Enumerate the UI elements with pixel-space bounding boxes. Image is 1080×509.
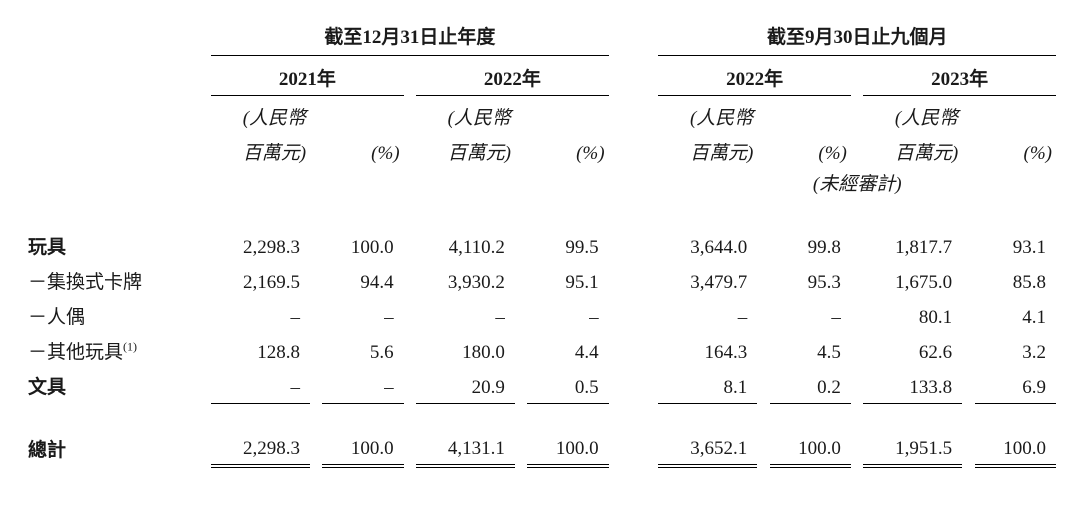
total-p2022: 100.0 [527,431,608,466]
total-vi2022: 3,652.1 [658,431,757,466]
unit-rmb-1d: (人民幣 [863,99,962,134]
total-v2022: 4,131.1 [416,431,515,466]
cards-v2022: 3,930.2 [416,263,515,298]
total-vi2023: 1,951.5 [863,431,962,466]
cards-v2021: 2,169.5 [211,263,310,298]
stationery-v2022: 20.9 [416,368,515,403]
unit-rmb-2b: 百萬元) [416,134,515,169]
unit-rmb-1c: (人民幣 [658,99,757,134]
year-2021-header: 2021年 [211,60,403,96]
figures-vi2023: 80.1 [863,298,962,333]
cards-pi2022: 95.3 [770,263,851,298]
interim-period-header: 截至9月30日止九個月 [658,18,1056,56]
label-other-toys: －其他玩具(1) [24,333,199,368]
unit-rmb-1a: (人民幣 [211,99,310,134]
label-figures: －人偶 [24,298,199,333]
row-figures: －人偶 – – – – – – 80.1 4.1 [24,298,1056,333]
unit-rmb-1b: (人民幣 [416,99,515,134]
othertoys-p2022: 4.4 [527,333,608,368]
toys-vi2022: 3,644.0 [658,228,757,263]
toys-p2022: 99.5 [527,228,608,263]
cards-p2021: 94.4 [322,263,403,298]
stationery-pi2022: 0.2 [770,368,851,403]
interim-2022-header: 2022年 [658,60,850,96]
row-other-toys: －其他玩具(1) 128.8 5.6 180.0 4.4 164.3 4.5 6… [24,333,1056,368]
header-row-unaudited: (未經審計) [24,169,1056,200]
toys-v2022: 4,110.2 [416,228,515,263]
toys-pi2023: 93.1 [975,228,1056,263]
unit-pct-d: (%) [975,134,1056,169]
cards-vi2022: 3,479.7 [658,263,757,298]
stationery-vi2023: 133.8 [863,368,962,403]
othertoys-vi2022: 164.3 [658,333,757,368]
total-pi2022: 100.0 [770,431,851,466]
year-2022-header: 2022年 [416,60,608,96]
toys-p2021: 100.0 [322,228,403,263]
figures-p2022: – [527,298,608,333]
header-row-periods: 截至12月31日止年度 截至9月30日止九個月 [24,18,1056,56]
unit-rmb-2c: 百萬元) [658,134,757,169]
cards-pi2023: 85.8 [975,263,1056,298]
othertoys-pi2023: 3.2 [975,333,1056,368]
stationery-vi2022: 8.1 [658,368,757,403]
footnote-marker-1: (1) [123,340,137,354]
label-stationery: 文具 [24,368,199,403]
stationery-p2022: 0.5 [527,368,608,403]
figures-v2021: – [211,298,310,333]
interim-2023-header: 2023年 [863,60,1056,96]
unit-pct-b: (%) [527,134,608,169]
unit-rmb-2d: 百萬元) [863,134,962,169]
unit-pct-a: (%) [322,134,403,169]
figures-pi2022: – [770,298,851,333]
othertoys-vi2023: 62.6 [863,333,962,368]
unit-rmb-2a: 百萬元) [211,134,310,169]
unit-pct-c: (%) [770,134,851,169]
cards-vi2023: 1,675.0 [863,263,962,298]
cards-p2022: 95.1 [527,263,608,298]
figures-v2022: – [416,298,515,333]
label-total: 總計 [24,431,199,466]
annual-period-header: 截至12月31日止年度 [211,18,608,56]
stationery-pi2023: 6.9 [975,368,1056,403]
row-trading-cards: －集換式卡牌 2,169.5 94.4 3,930.2 95.1 3,479.7… [24,263,1056,298]
stationery-v2021: – [211,368,310,403]
row-total: 總計 2,298.3 100.0 4,131.1 100.0 3,652.1 1… [24,431,1056,466]
label-toys: 玩具 [24,228,199,263]
financial-breakdown-table: 截至12月31日止年度 截至9月30日止九個月 2021年 2022年 2022… [24,18,1056,468]
header-row-units-1: (人民幣 (人民幣 (人民幣 (人民幣 [24,99,1056,134]
stationery-p2021: – [322,368,403,403]
header-row-units-2: 百萬元) (%) 百萬元) (%) 百萬元) (%) 百萬元) (%) [24,134,1056,169]
unaudited-note: (未經審計) [658,169,1056,200]
toys-pi2022: 99.8 [770,228,851,263]
othertoys-v2021: 128.8 [211,333,310,368]
othertoys-v2022: 180.0 [416,333,515,368]
othertoys-pi2022: 4.5 [770,333,851,368]
total-pi2023: 100.0 [975,431,1056,466]
toys-vi2023: 1,817.7 [863,228,962,263]
othertoys-p2021: 5.6 [322,333,403,368]
label-trading-cards: －集換式卡牌 [24,263,199,298]
header-row-years: 2021年 2022年 2022年 2023年 [24,60,1056,96]
toys-v2021: 2,298.3 [211,228,310,263]
row-stationery: 文具 – – 20.9 0.5 8.1 0.2 133.8 6.9 [24,368,1056,403]
figures-vi2022: – [658,298,757,333]
figures-p2021: – [322,298,403,333]
total-v2021: 2,298.3 [211,431,310,466]
figures-pi2023: 4.1 [975,298,1056,333]
total-p2021: 100.0 [322,431,403,466]
row-toys: 玩具 2,298.3 100.0 4,110.2 99.5 3,644.0 99… [24,228,1056,263]
